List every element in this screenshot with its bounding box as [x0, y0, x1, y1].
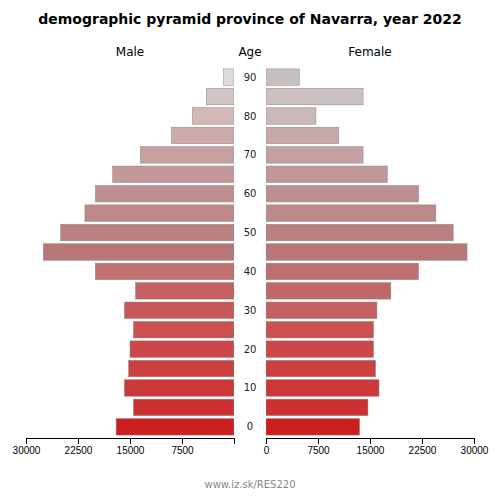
- category-label: 10: [244, 382, 257, 393]
- bar: [124, 302, 234, 319]
- category-label: 30: [244, 305, 257, 316]
- tick: 7500: [307, 438, 330, 456]
- tick-mark: [26, 438, 27, 444]
- footer: www.iz.sk/RES220: [204, 479, 295, 490]
- tick-mark: [422, 438, 423, 444]
- bar: [95, 263, 234, 280]
- bar: [85, 205, 234, 222]
- bar: [266, 360, 376, 377]
- bar: [266, 205, 436, 222]
- column-header: Age: [238, 45, 261, 59]
- bar: [266, 380, 379, 397]
- tick-label: 15000: [117, 445, 145, 456]
- tick: 22500: [65, 438, 93, 456]
- axis-line: [267, 439, 475, 445]
- bar: [266, 224, 453, 241]
- bar: [266, 302, 377, 319]
- tick: 7500: [171, 438, 194, 456]
- chart: 7500150002250030000075001500022500300000…: [0, 0, 500, 500]
- bar: [266, 244, 467, 261]
- bar: [266, 185, 419, 202]
- bar: [266, 419, 360, 436]
- bar: [266, 69, 299, 86]
- tick-label: 22500: [409, 445, 437, 456]
- tick-mark: [370, 438, 371, 444]
- bar: [113, 166, 234, 183]
- bar: [266, 283, 391, 300]
- category-label: 0: [247, 421, 253, 432]
- category-label: 40: [244, 266, 257, 277]
- bars: [266, 69, 467, 435]
- bar: [266, 341, 373, 358]
- bar: [129, 360, 234, 377]
- tick: 30000: [461, 438, 489, 456]
- tick-label: 7500: [171, 445, 194, 456]
- tick: 22500: [409, 438, 437, 456]
- bar: [136, 283, 234, 300]
- category-label: 80: [244, 111, 257, 122]
- bar: [266, 147, 363, 164]
- category-label: 70: [244, 149, 257, 160]
- bar: [192, 108, 234, 125]
- category-label: 20: [244, 344, 257, 355]
- tick-mark: [474, 438, 475, 444]
- bar: [206, 88, 234, 105]
- category-label: 90: [244, 72, 257, 83]
- bar: [266, 127, 339, 144]
- bar: [43, 244, 234, 261]
- bar: [266, 108, 316, 125]
- bar: [266, 88, 363, 105]
- tick-mark: [78, 438, 79, 444]
- bar: [130, 341, 234, 358]
- title: demographic pyramid province of Navarra,…: [38, 11, 462, 27]
- tick: 15000: [357, 438, 385, 456]
- bar: [124, 380, 234, 397]
- tick: 15000: [117, 438, 145, 456]
- tick-label: 15000: [357, 445, 385, 456]
- bar: [116, 419, 234, 436]
- age-labels: 0 10 20 30 40 50 60 70 80 90: [244, 72, 257, 433]
- category-label: 60: [244, 188, 257, 199]
- bar: [133, 399, 234, 416]
- tick: 0: [264, 438, 270, 456]
- bar: [224, 69, 234, 86]
- tick-mark: [318, 438, 319, 444]
- category-label: 50: [244, 227, 257, 238]
- tick-label: 0: [264, 445, 270, 456]
- tick-mark: [266, 438, 267, 444]
- x-axis: 0 7500 15000 22500 30000: [264, 438, 489, 456]
- tick-mark: [130, 438, 131, 444]
- tick-label: 22500: [65, 445, 93, 456]
- tick-label: 7500: [307, 445, 330, 456]
- bar: [95, 185, 234, 202]
- bar: [61, 224, 234, 241]
- bar: [266, 263, 419, 280]
- tick-label: 30000: [13, 445, 41, 456]
- tick-label: 30000: [461, 445, 489, 456]
- x-axis: 7500 15000 22500 30000: [13, 438, 235, 456]
- column-header: Female: [348, 45, 391, 59]
- column-header: Male: [116, 45, 144, 59]
- bar: [140, 147, 234, 164]
- tick: 30000: [13, 438, 41, 456]
- bar: [266, 321, 373, 338]
- axis-line: [27, 439, 235, 445]
- bar: [266, 399, 368, 416]
- bars: [43, 69, 234, 435]
- tick-mark: [182, 438, 183, 444]
- bar: [172, 127, 234, 144]
- bar: [266, 166, 387, 183]
- bar: [133, 321, 234, 338]
